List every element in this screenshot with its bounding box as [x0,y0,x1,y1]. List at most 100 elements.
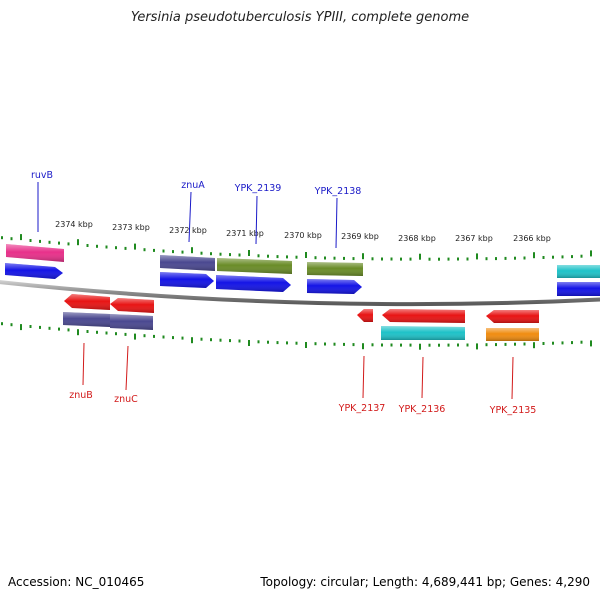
ruler-tick [267,254,269,258]
ruler-tick [276,341,279,345]
ruler-tick [523,342,526,346]
gene-label-znuB[interactable]: znuB [69,390,93,401]
ruler-tick [39,325,41,329]
cds-arrow-YPK_2139[interactable] [216,275,291,292]
ruler-tick [143,248,146,252]
ruler-tick [381,343,383,347]
cog-bar-ruvB[interactable] [6,244,64,262]
ruler-tick [134,333,136,340]
cds-arrow-YPK_2138[interactable] [307,279,362,294]
cog-bar-YPK_2138[interactable] [307,262,363,276]
ruler-tick [86,330,89,333]
ruler-tick [314,342,317,346]
ruler-tick [324,342,326,346]
ruler-tick [105,331,108,335]
cog-bar-znuA[interactable] [160,255,215,271]
ruler-ticks-forward [1,234,592,261]
cds-arrow-znuC[interactable] [110,298,154,313]
ruler-tick [333,342,336,346]
ruler-tick [153,248,155,252]
ruler-tick [495,343,497,347]
ruler-tick [10,237,13,241]
kbp-label: 2372 kbp [169,226,207,235]
ruler-tick [219,252,222,256]
ruler-tick [1,236,3,240]
cds-arrow-forward-right[interactable] [557,282,600,296]
cds-arrow-YPK_2136[interactable] [382,309,465,323]
ruler-tick [409,343,412,347]
cds-arrow-YPK_2137[interactable] [357,309,373,322]
ruler-tick [571,341,573,345]
ruler-tick [590,340,592,347]
ruler-tick [48,240,51,244]
ruler-tick [48,326,51,330]
ruler-tick [400,257,402,261]
accession-text: Accession: NC_010465 [8,575,145,589]
ruler-tick [514,256,516,260]
ruler-tick [314,256,317,260]
kbp-label: 2368 kbp [398,234,436,243]
gene-label-znuA[interactable]: znuA [181,180,205,191]
ruler-tick [561,341,564,345]
gene-label-YPK_2138[interactable]: YPK_2138 [314,186,362,197]
ruler-tick [286,255,288,259]
ruler-tick [276,255,279,259]
cds-arrow-znuA[interactable] [160,272,214,288]
ruler-tick [200,251,203,255]
ruler-tick [485,257,488,261]
cds-arrow-znuB[interactable] [64,294,110,310]
ruler-tick [162,249,165,253]
gene-label-YPK_2137[interactable]: YPK_2137 [338,403,386,414]
cog-bar-YPK_2139[interactable] [217,258,292,274]
ruler-tick [561,255,564,259]
ruler-tick [523,256,526,260]
cog-bar-znuC[interactable] [110,314,153,330]
kbp-label: 2369 kbp [341,232,379,241]
ruler-tick [267,340,269,344]
ruler-tick [29,239,32,242]
leader-line-znuA [188,191,192,243]
gene-label-YPK_2139[interactable]: YPK_2139 [234,183,282,194]
ruler-tick [580,254,583,258]
ruler-tick [162,335,165,339]
leader-line-znuB [82,342,85,386]
gene-label-ruvB[interactable]: ruvB [31,170,53,181]
ruler-tick [172,336,174,340]
ruler-tick [1,322,3,326]
ruler-tick [428,257,431,261]
ruler-tick [134,243,136,250]
ruler-tick [400,343,402,347]
ruler-tick [295,255,298,259]
ruler-tick [390,343,393,347]
gene-label-znuC[interactable]: znuC [114,394,138,405]
ruler-tick [77,239,79,246]
ruler-tick [552,341,554,345]
ruler-tick [457,343,459,347]
ruler-tick [191,247,193,254]
cds-arrow-YPK_2135[interactable] [486,310,539,323]
cog-bar-forward-right[interactable] [557,265,600,278]
ruler-tick [324,256,326,260]
kbp-label: 2367 kbp [455,234,493,243]
ruler-tick [238,253,241,257]
ruler-tick [457,257,459,261]
ruler-tick [39,239,41,243]
gene-label-YPK_2136[interactable]: YPK_2136 [398,404,446,415]
ruler-tick [257,340,260,344]
ruler-tick [438,343,440,347]
kbp-label: 2371 kbp [226,229,264,238]
ruler-tick [58,327,60,331]
ruler-tick [504,342,507,346]
ruler-tick [495,257,497,261]
ruler-tick [86,244,89,247]
cds-arrow-ruvB[interactable] [5,263,63,279]
cog-bar-YPK_2135[interactable] [486,328,539,341]
ruler-tick [257,254,260,258]
ruler-tick [428,343,431,347]
cog-bar-YPK_2136[interactable] [381,326,465,340]
cog-bar-znuB[interactable] [63,312,110,327]
gene-label-YPK_2135[interactable]: YPK_2135 [489,405,537,416]
ruler-tick [172,250,174,254]
